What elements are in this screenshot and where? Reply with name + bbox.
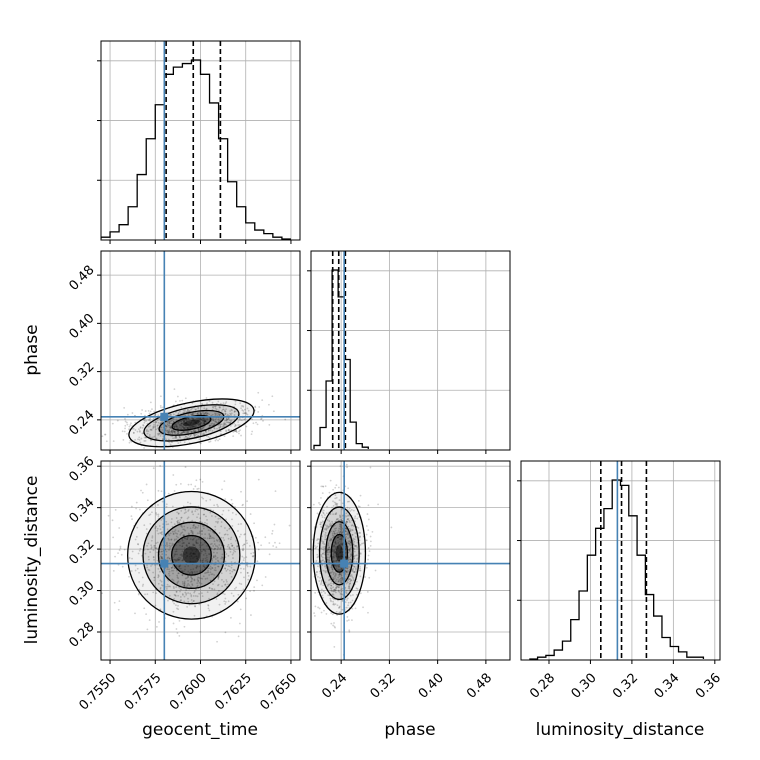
contour-0 bbox=[128, 398, 255, 448]
contour-1 bbox=[318, 506, 360, 601]
contour-1 bbox=[142, 506, 241, 605]
x-tick-label-phase: 0.40 bbox=[416, 671, 447, 702]
density-level-2 bbox=[325, 521, 353, 585]
contour-2 bbox=[325, 521, 354, 586]
panel-phase-vs-geocent_time bbox=[97, 250, 301, 454]
truth-marker bbox=[340, 559, 349, 568]
x-tick-label-geocent_time: 0.7625 bbox=[212, 671, 255, 714]
x-tick-label-luminosity_distance: 0.28 bbox=[527, 671, 558, 702]
x-axis-label-luminosity_distance: luminosity_distance bbox=[536, 720, 705, 740]
y-tick-label-luminosity_distance: 0.34 bbox=[67, 495, 98, 526]
x-axis-label-phase: phase bbox=[384, 720, 435, 740]
y-tick-label-phase: 0.40 bbox=[67, 311, 98, 342]
y-axis-label-phase: phase bbox=[22, 324, 42, 375]
contour-3 bbox=[171, 534, 212, 576]
y-tick-label-phase: 0.48 bbox=[67, 263, 98, 294]
sample-points bbox=[101, 465, 291, 643]
histogram-phase bbox=[313, 269, 369, 449]
y-tick-label-phase: 0.32 bbox=[67, 359, 98, 390]
histogram-luminosity_distance bbox=[529, 479, 705, 660]
x-tick-label-phase: 0.48 bbox=[464, 671, 495, 702]
x-tick-label-geocent_time: 0.7575 bbox=[122, 671, 165, 714]
x-tick-label-luminosity_distance: 0.32 bbox=[610, 671, 641, 702]
panel-frame bbox=[520, 460, 721, 661]
y-tick-label-luminosity_distance: 0.30 bbox=[67, 578, 98, 609]
panel-luminosity_distance-vs-geocent_time bbox=[97, 460, 301, 664]
x-tick-label-geocent_time: 0.7650 bbox=[257, 671, 300, 714]
panel-luminosity_distance-vs-luminosity_distance bbox=[517, 460, 721, 664]
density-level-0 bbox=[127, 491, 256, 620]
contour-2 bbox=[158, 409, 225, 436]
y-tick-label-luminosity_distance: 0.28 bbox=[67, 620, 98, 651]
y-tick-label-luminosity_distance: 0.36 bbox=[67, 454, 98, 485]
panel-geocent_time-vs-geocent_time bbox=[97, 40, 301, 244]
x-tick-label-luminosity_distance: 0.30 bbox=[569, 671, 600, 702]
contour-1 bbox=[143, 404, 240, 442]
density-level-2 bbox=[158, 522, 225, 589]
x-tick-label-luminosity_distance: 0.34 bbox=[652, 671, 683, 702]
x-tick-label-geocent_time: 0.7600 bbox=[167, 671, 210, 714]
x-tick-label-phase: 0.32 bbox=[368, 671, 399, 702]
contour-3 bbox=[330, 533, 349, 573]
contour-2 bbox=[157, 521, 226, 589]
density-level-0 bbox=[313, 492, 366, 615]
contour-0 bbox=[312, 491, 367, 615]
y-tick-label-phase: 0.24 bbox=[67, 407, 98, 438]
density-level-4 bbox=[335, 544, 343, 562]
x-tick-label-geocent_time: 0.7550 bbox=[77, 671, 120, 714]
x-tick-label-phase: 0.24 bbox=[319, 671, 350, 702]
density-level-4 bbox=[182, 419, 201, 427]
histogram-geocent_time bbox=[101, 59, 291, 240]
contour-0 bbox=[127, 490, 256, 620]
x-tick-label-luminosity_distance: 0.36 bbox=[693, 671, 724, 702]
density-level-1 bbox=[143, 506, 240, 604]
density-level-1 bbox=[319, 507, 360, 600]
y-axis-label-luminosity_distance: luminosity_distance bbox=[22, 476, 42, 645]
panel-frame bbox=[310, 460, 511, 661]
y-tick-label-luminosity_distance: 0.32 bbox=[67, 537, 98, 568]
truth-marker bbox=[160, 412, 169, 421]
density-level-3 bbox=[171, 535, 212, 576]
x-axis-label-geocent_time: geocent_time bbox=[142, 720, 258, 740]
panel-frame bbox=[310, 250, 511, 451]
density-level-4 bbox=[182, 546, 201, 565]
panel-phase-vs-phase bbox=[307, 250, 511, 454]
panel-luminosity_distance-vs-phase bbox=[307, 460, 511, 664]
truth-marker bbox=[160, 559, 169, 568]
